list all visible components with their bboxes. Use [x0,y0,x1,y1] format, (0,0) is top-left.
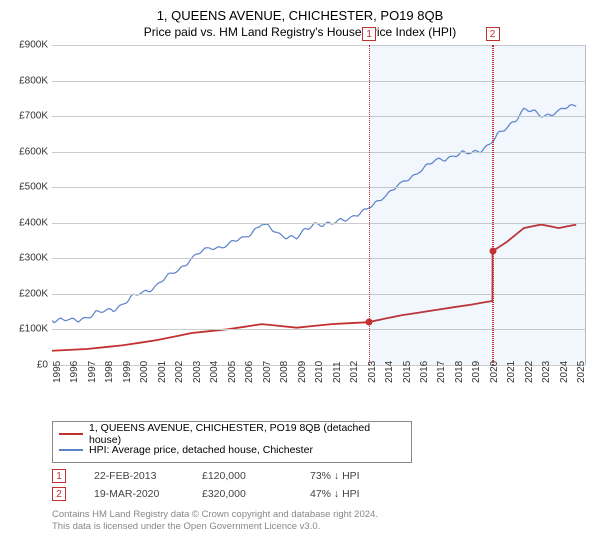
y-tick-label: £100K [8,324,48,335]
x-tick-label: 2014 [384,371,388,383]
x-tick-label: 2010 [314,371,318,383]
footer-line: Contains HM Land Registry data © Crown c… [52,509,592,521]
y-tick-label: £500K [8,182,48,193]
x-tick-label: 2000 [139,371,143,383]
x-tick-label: 1997 [87,371,91,383]
x-tick-label: 2006 [244,371,248,383]
x-tick-label: 2017 [436,371,440,383]
y-tick-label: £400K [8,217,48,228]
footer-line: This data is licensed under the Open Gov… [52,521,592,533]
x-tick-label: 2001 [157,371,161,383]
x-tick-label: 2011 [332,371,336,383]
shaded-region [369,45,492,365]
x-tick-label: 2003 [192,371,196,383]
x-tick-label: 2016 [419,371,423,383]
x-tick-label: 2005 [227,371,231,383]
y-tick-label: £900K [8,40,48,51]
x-tick-label: 2012 [349,371,353,383]
sale-marker-box: 1 [362,27,376,41]
x-tick-label: 2015 [402,371,406,383]
x-tick-label: 2022 [524,371,528,383]
legend-label: 1, QUEENS AVENUE, CHICHESTER, PO19 8QB (… [89,422,405,446]
sale-marker-icon: 2 [52,487,66,501]
sale-row: 2 19-MAR-2020 £320,000 47% ↓ HPI [52,485,592,503]
legend-box: 1, QUEENS AVENUE, CHICHESTER, PO19 8QB (… [52,421,412,463]
sale-price: £320,000 [202,488,282,500]
sale-vs-hpi: 47% ↓ HPI [310,488,390,500]
sale-marker-dot [366,319,373,326]
x-tick-label: 2018 [454,371,458,383]
x-tick-label: 2025 [576,371,580,383]
x-tick-label: 1996 [69,371,73,383]
x-tick-label: 2009 [297,371,301,383]
y-tick-label: £200K [8,288,48,299]
legend-swatch [59,449,83,451]
chart-subtitle: Price paid vs. HM Land Registry's House … [8,25,592,39]
sale-date: 22-FEB-2013 [94,470,174,482]
shaded-region [493,45,585,365]
y-tick-label: £0 [8,360,48,371]
x-tick-label: 2007 [262,371,266,383]
x-tick-label: 2023 [541,371,545,383]
y-tick-label: £600K [8,146,48,157]
x-tick-label: 2019 [471,371,475,383]
x-tick-label: 1998 [104,371,108,383]
x-tick-label: 2024 [559,371,563,383]
sales-table: 1 22-FEB-2013 £120,000 73% ↓ HPI 2 19-MAR-202… [52,467,592,503]
footer-attribution: Contains HM Land Registry data © Crown c… [52,509,592,533]
chart-container: 1, QUEENS AVENUE, CHICHESTER, PO19 8QB P… [0,0,600,560]
x-tick-label: 1999 [122,371,126,383]
y-tick-label: £300K [8,253,48,264]
sale-price: £120,000 [202,470,282,482]
x-tick-label: 1995 [52,371,56,383]
chart-area: £0£100K£200K£300K£400K£500K£600K£700K£80… [52,45,586,415]
legend-label: HPI: Average price, detached house, Chic… [89,444,313,456]
x-tick-label: 2004 [209,371,213,383]
sale-marker-box: 2 [486,27,500,41]
x-tick-label: 2002 [174,371,178,383]
x-tick-label: 2008 [279,371,283,383]
y-tick-label: £800K [8,75,48,86]
y-tick-label: £700K [8,111,48,122]
sale-vs-hpi: 73% ↓ HPI [310,470,390,482]
sale-marker-icon: 1 [52,469,66,483]
legend-swatch [59,433,83,435]
plot-area: £0£100K£200K£300K£400K£500K£600K£700K£80… [52,45,586,365]
x-tick-label: 2021 [506,371,510,383]
sale-row: 1 22-FEB-2013 £120,000 73% ↓ HPI [52,467,592,485]
x-tick-label: 2020 [489,371,493,383]
x-tick-label: 2013 [367,371,371,383]
sale-marker-dot [489,248,496,255]
sale-date: 19-MAR-2020 [94,488,174,500]
chart-title: 1, QUEENS AVENUE, CHICHESTER, PO19 8QB [8,8,592,23]
legend-row: 1, QUEENS AVENUE, CHICHESTER, PO19 8QB (… [59,426,405,442]
